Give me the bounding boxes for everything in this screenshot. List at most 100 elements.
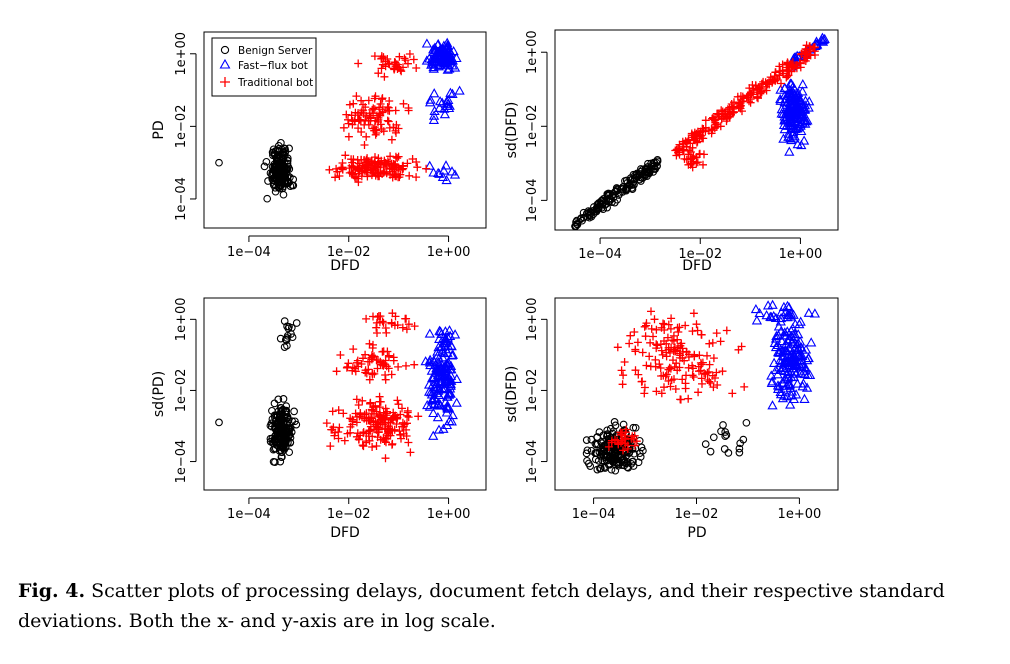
data-point [689,136,698,144]
data-point [697,374,706,383]
data-point [678,375,687,384]
data-point [709,115,718,124]
plot-frame [203,297,487,491]
data-point [658,350,667,359]
data-point [711,374,719,382]
data-point [788,87,799,97]
data-point [598,200,607,209]
data-point [377,64,386,73]
data-point [285,144,293,153]
data-point [625,339,634,348]
data-point [440,160,452,170]
data-point [389,160,398,169]
data-point [587,209,595,217]
data-point [399,99,408,108]
data-point [433,389,445,400]
data-point [355,435,363,443]
data-point [388,439,397,448]
data-point [430,381,441,391]
data-point [399,63,407,72]
data-point [592,440,601,449]
data-point [371,153,379,162]
data-point [272,171,281,180]
scatter-points [215,309,462,466]
data-point [449,329,461,339]
data-point [288,333,297,342]
data-point [386,170,395,179]
data-point [348,417,357,426]
data-point [354,401,363,409]
data-point [262,157,271,166]
data-point [351,367,360,376]
data-point [334,434,343,443]
data-point [598,196,606,205]
data-point [442,37,453,47]
data-point [709,383,718,392]
data-point [277,448,286,457]
data-point [437,55,448,65]
data-point [427,387,439,397]
data-point [434,102,445,112]
data-point [268,162,277,171]
data-point [271,183,280,192]
data-point [771,330,782,341]
data-point [663,333,672,342]
data-point [784,103,796,114]
data-point [718,367,727,376]
data-point [424,328,435,338]
data-point [360,141,369,149]
data-point [633,338,642,347]
data-point [653,162,661,170]
data-point [391,312,400,321]
data-point [430,52,441,63]
data-point [382,438,390,447]
data-point [279,190,288,199]
data-point [586,462,595,470]
data-point [404,104,413,112]
data-point [437,171,449,181]
data-point [445,388,456,398]
data-point [759,77,768,86]
data-point [631,366,640,375]
data-point [642,321,650,330]
data-point [791,338,803,349]
data-point [272,157,281,166]
data-point [628,432,637,441]
data-point [730,98,738,107]
data-point [580,213,588,222]
data-point [367,405,376,414]
data-point [819,33,830,44]
data-point [653,156,662,164]
data-point [440,46,451,56]
caption-label: Fig. 4. [18,580,86,602]
data-point [334,406,343,415]
data-point [717,427,725,436]
data-point [797,381,808,391]
data-point [775,386,786,396]
panel-sdpd-vs-dfd: 1e−04 1e−02 1e+00 1e−04 1e−02 1e+00 DFD sd(P… [151,297,487,541]
data-point [374,424,382,433]
data-point [603,430,612,438]
data-point [370,409,378,418]
data-point [817,32,828,42]
data-point [619,446,627,455]
x-tick-label: 1e+00 [779,247,823,262]
data-point [405,50,414,58]
data-point [766,377,777,388]
data-point [454,85,465,95]
data-point [352,395,361,404]
data-point [689,309,698,318]
data-point [626,331,635,340]
data-point [406,448,415,457]
data-point [792,50,803,60]
data-point [771,68,780,77]
data-point [276,410,285,419]
data-point [674,148,683,157]
x-axis-title: DFD [330,525,360,541]
data-point [582,436,591,444]
data-point [347,111,356,120]
data-point [360,120,369,129]
data-point [699,126,707,135]
data-point [429,42,441,52]
data-point [762,86,771,95]
